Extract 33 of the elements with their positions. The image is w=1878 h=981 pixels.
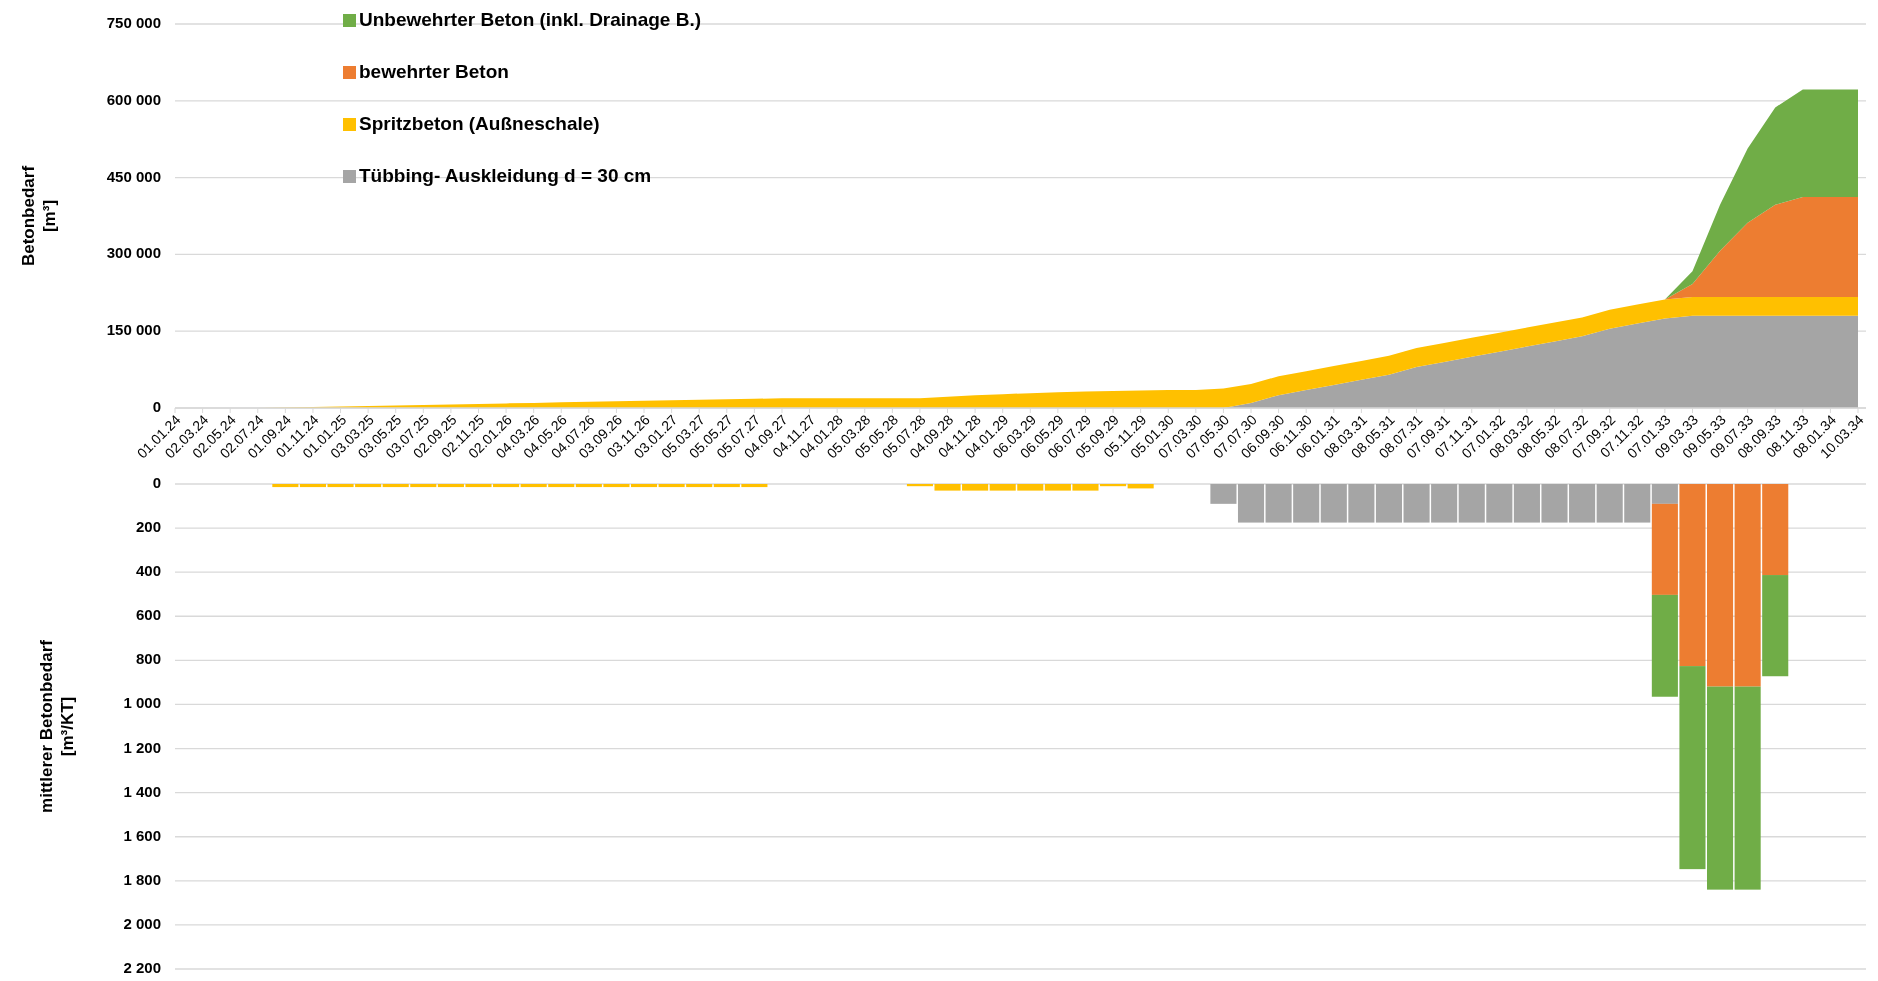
y-tick-label: 200 — [135, 518, 161, 536]
y-tick-label: 1 600 — [123, 826, 161, 844]
bar — [1651, 484, 1678, 504]
bar — [1375, 484, 1403, 523]
legend-label: Spritzbeton (Außneschale) — [359, 113, 600, 135]
legend-label: bewehrter Beton — [359, 61, 509, 83]
y-tick-label: 1 400 — [123, 782, 161, 800]
bar — [1734, 686, 1761, 890]
y-tick-label: 300 000 — [106, 244, 161, 262]
y-tick-label: 1 200 — [123, 738, 161, 756]
y-axis-title: mittlerer Betonbedarf [m³/KT] — [37, 639, 77, 813]
y-tick-label: 800 — [135, 650, 161, 668]
y-tick-label: 2 200 — [123, 958, 161, 976]
bar — [1127, 484, 1154, 489]
y-tick-label: 1 800 — [123, 870, 161, 888]
legend-label: Unbewehrter Beton (inkl. Drainage B.) — [359, 9, 702, 31]
y-tick-label: 600 000 — [106, 90, 161, 108]
bar — [272, 484, 299, 488]
y-tick-label: 2 000 — [123, 914, 161, 932]
y-tick-label: 600 — [135, 606, 161, 624]
y-axis-title: Betonbedarf [m³] — [19, 165, 59, 267]
y-tick-label: 150 000 — [106, 321, 161, 339]
y-tick-label: 0 — [152, 397, 161, 415]
bar — [630, 484, 658, 488]
y-tick-label: 0 — [152, 473, 161, 491]
y-tick-label: 1 000 — [123, 694, 161, 712]
y-tick-label: 450 000 — [106, 167, 161, 185]
y-tick-label: 400 — [135, 562, 161, 580]
bar — [1762, 575, 1789, 677]
bar — [1210, 484, 1237, 504]
y-tick-label: 750 000 — [106, 13, 161, 31]
bar — [1237, 484, 1265, 523]
legend-label: Tübbing- Auskleidung d = 30 cm — [359, 165, 652, 187]
